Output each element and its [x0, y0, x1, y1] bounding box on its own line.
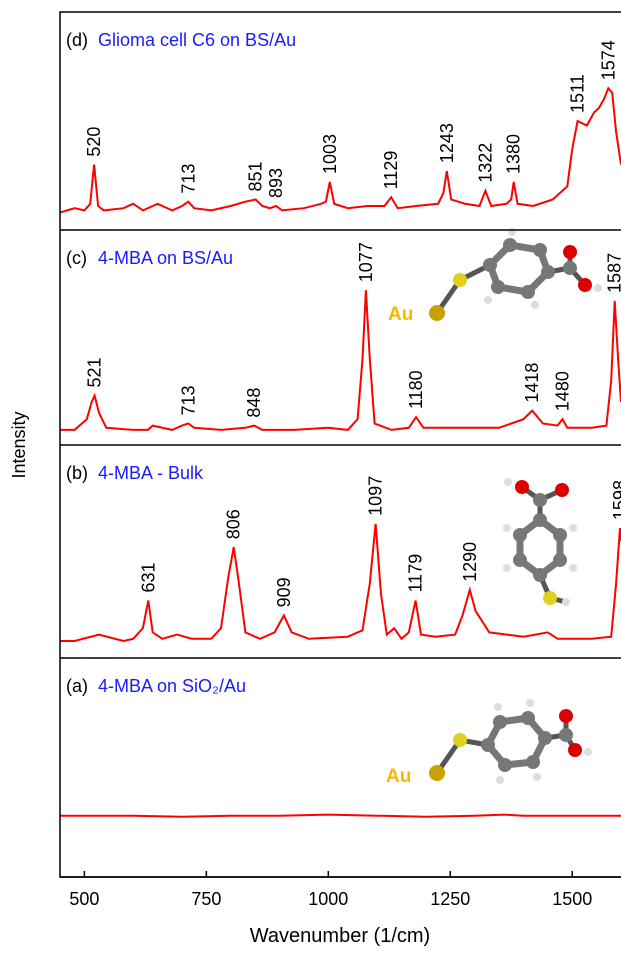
molecule-b	[503, 478, 577, 606]
panel	[60, 290, 621, 430]
peak-label: 848	[244, 388, 264, 418]
peak-label: 1380	[504, 134, 524, 174]
panel-label: (c)	[66, 248, 87, 268]
x-axis-label: Wavenumber (1/cm)	[250, 925, 430, 947]
peak-label: 1511	[568, 74, 588, 113]
molecule-c	[429, 228, 602, 321]
peak-label: 521	[85, 358, 105, 388]
peak-label: 1574	[598, 40, 618, 80]
peak-label: 1480	[552, 371, 572, 411]
peak-label: 851	[246, 161, 266, 191]
molecule-a	[429, 699, 592, 784]
peak-label: 713	[178, 164, 198, 194]
peak-label: 1129	[381, 151, 401, 190]
peak-label: 1243	[437, 123, 457, 163]
au-label: Au	[386, 766, 411, 787]
peak-label: 1418	[522, 363, 542, 403]
peak-label: 1322	[475, 143, 495, 183]
peak-label: 1290	[460, 542, 480, 582]
x-tick-label: 1250	[430, 889, 470, 909]
peak-label: 1587	[605, 253, 621, 293]
panel-name: 4-MBA on BS/Au	[98, 248, 233, 268]
panel	[60, 88, 621, 212]
spectrum-line	[60, 290, 621, 430]
y-axis-label: Intensity	[9, 411, 29, 478]
peak-label: 909	[274, 577, 294, 607]
panel	[60, 815, 621, 817]
peak-label: 1598	[610, 480, 621, 520]
peak-label: 713	[178, 385, 198, 415]
panel-name: Glioma cell C6 on BS/Au	[98, 30, 296, 50]
peak-label: 1077	[356, 242, 376, 282]
peak-label: 631	[138, 562, 158, 592]
panel-name: 4-MBA - Bulk	[98, 463, 204, 483]
panel-label: (a)	[66, 676, 88, 696]
x-tick-label: 1000	[308, 889, 348, 909]
panel-name: 4-MBA on SiO₂/Au	[98, 676, 246, 696]
peak-label: 1097	[366, 476, 386, 516]
peak-label: 1180	[406, 370, 426, 409]
spectrum-line	[60, 88, 621, 212]
au-label: Au	[388, 304, 413, 325]
panel-label: (b)	[66, 463, 88, 483]
peak-label: 806	[224, 509, 244, 539]
spectrum-line	[60, 815, 621, 817]
peak-label: 1179	[406, 554, 426, 593]
chart: Intensity Wavenumber (1/cm) 520 713 851893…	[0, 0, 621, 957]
panel-label: (d)	[66, 30, 88, 50]
x-tick-label: 750	[191, 889, 221, 909]
peak-label: 1003	[320, 134, 340, 174]
peak-label: 520	[84, 127, 104, 157]
x-tick-label: 500	[69, 889, 99, 909]
peak-label: 893	[266, 168, 286, 198]
x-tick-label: 1500	[552, 889, 592, 909]
